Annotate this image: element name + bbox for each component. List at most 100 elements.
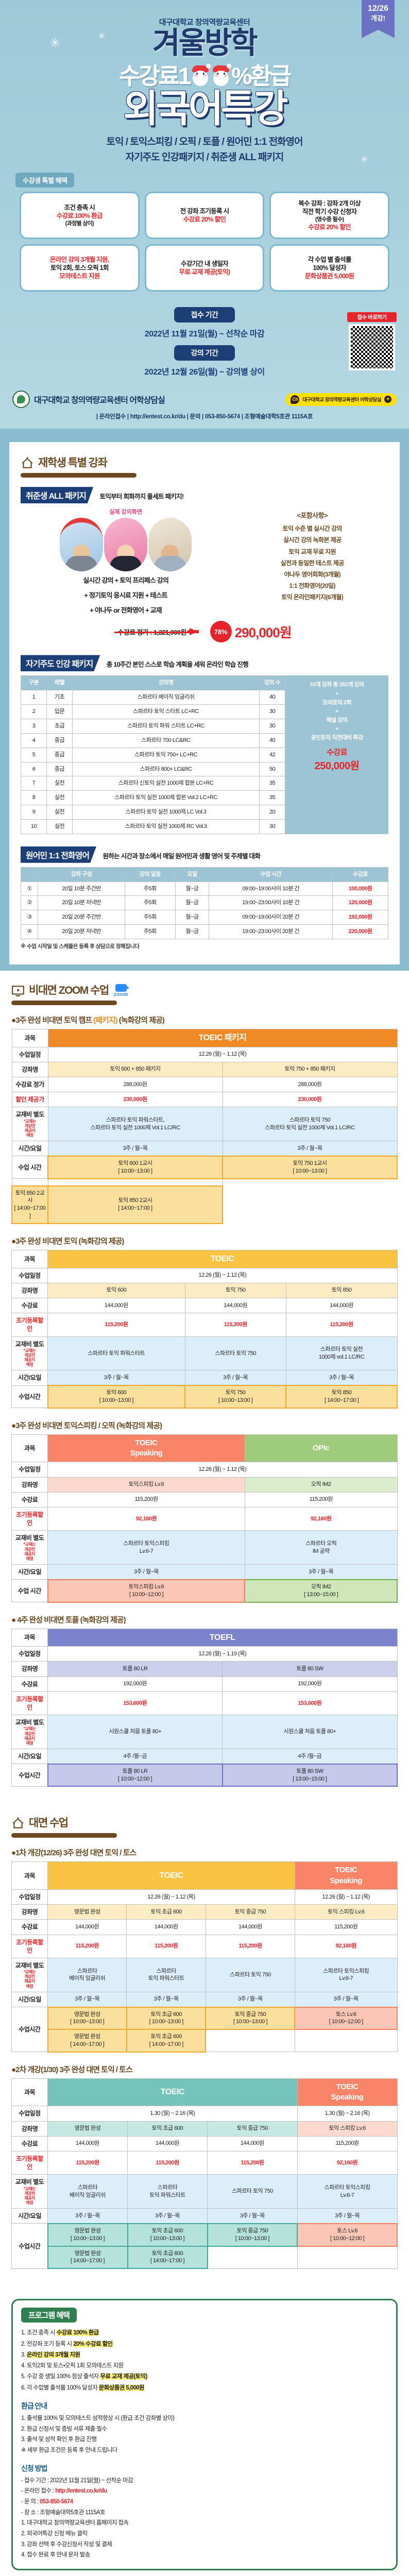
table-cell: 12.26 (월) ~ 1.12 (목) [47,1462,398,1478]
table-cell: 토익 750 [184,1282,286,1298]
row-label: 교재비 별도 *교재는 개강전 재공지 예정 [11,2174,48,2209]
course-list-line1: 토익 / 토익스피킹 / 오픽 / 토플 / 원어민 1:1 전화영어 [106,137,303,147]
table-cell: 토익스피킹 Lv.6[ 10:00~12:00 ] [47,1579,246,1603]
list-item: - 온라인 접수 : http://entest.co.kr/du [21,2488,107,2495]
list-item: 2. 환급 신청서 및 증빙 서류 제출 필수 [21,2426,107,2432]
table-cell: 35 [259,790,286,806]
table-cell: 시원스쿨 처음 토플 80+ [47,1715,223,1750]
table-cell: 영문법 완성[ 14:00~17:00 ] [47,2029,127,2053]
list-item: 3. 강좌 선택 후 수강신청서 작성 및 결제 [21,2541,112,2548]
kakao-channel-name: 대구대학교 창의역량교육센터 어학상담실 [302,397,381,403]
table-cell: 40 [259,733,286,748]
table-cell: 영문법 완성[ 14:00~17:00 ] [47,2245,128,2269]
kakao-channel-button[interactable]: Ch 대구대학교 창의역량교육센터 어학상담실 + [285,393,397,406]
subject-header: TOEIC Speaking [297,2078,398,2107]
table-cell: 스파르타 토익 750 [184,1336,286,1371]
table-cell: 스파르타 토익 파워스타트 [127,2174,208,2209]
zoom-section-title: 비대면 ZOOM 수업 [29,984,109,996]
final-price: 290,000원 [234,624,292,640]
table-row: 강좌명 토익스피킹 Lv.6 오픽 IM2 [11,1477,398,1493]
table-cell: 토익 850 [285,1282,398,1298]
table-cell: 1.30 (월) ~ 2.16 (목) [297,2106,398,2122]
table-cell: 92,160원 [297,2150,398,2175]
table-cell: 35 [259,776,286,791]
table-cell: 실전 [46,790,73,806]
subject-header: TOEIC [47,2078,298,2107]
table-cell: 스파르타 700 LC&RC [72,733,260,748]
qr-code-image[interactable] [349,324,395,371]
self-package-block: 자기주도 인강 패키지 총 10주간 본인 스스로 학습 계획을 세워 온라인 … [21,655,388,834]
side-line: + [335,708,338,715]
subject-header: OPIc [244,1434,398,1463]
phone-english-note: ※ 수업 시작일 및 스케줄은 등록 후 상담으로 정해집니다 [21,943,140,950]
row-note: *교재는 개강전 재공지 예정 [23,1970,36,1989]
section-rule [11,1000,117,1005]
table-heading: ● 4주 완성 비대면 토플 (녹화강의 제공) [11,1615,126,1624]
hero-main-title: 외국어특강 [123,87,288,130]
row-note: *교재는 개강전 재공지 예정 [23,1348,36,1367]
table-cell: 115,200원 [207,2150,298,2175]
table-row: 강좌명 토익 600 + 850 패키지 토익 750 + 850 패키지 [11,1061,398,1077]
list-item: - 접수 기간 : 2022년 11월 21일(월) ~ 선착순 마감 [21,2477,133,2484]
side-line: + [335,725,338,732]
table-cell: 스파르타 오픽 IM 공략 [244,1530,398,1565]
list-item: - 장 소 : 조형예술대학5호관 1115A호 [21,2509,106,2516]
row-label: 수업 시간 [11,1156,48,1179]
column-header: 구분 [21,675,47,691]
table-row: 강좌명 영문법 완성 토익 초급 600 토익 중급 750 토익 스피킹 Lv.6 [11,2121,398,2137]
table-cell: 중급 [46,761,73,777]
row-label: 시간/요일 [11,1141,48,1157]
qr-code-block[interactable]: 접수 바로하기 [347,312,397,371]
row-label: 수업일정 [11,1267,48,1283]
table-row: 수업일정 12.26 (월) ~ 1.12 (목) [11,1267,398,1283]
table-cell: 153,600원 [222,1691,398,1716]
self-package-table: 구분 레벨 강의명 강의 수 1 기초 스파르타 베이직 잉글리쉬 40 2 입문 스파르타 토익 … [21,675,286,834]
package-price-row: 수강료 정가 : 1,321,000원 78% 290,000원 [21,621,388,643]
lecture-photo [60,518,104,572]
table-cell: 30 [259,719,286,734]
table-row: 조기등록할인 92,160원 92,160원 [11,1506,398,1531]
row-label: 수업일정 [11,1462,48,1478]
row-note: *교재는 개강전 재공지 예정 [23,1726,36,1745]
table-row: 6 중급 스파르타 800+ LC&RC 50 [21,761,286,777]
page-title: 겨울방학 [152,26,258,60]
row-label: 시간/요일 [11,2208,48,2224]
row-label: 강좌명 [11,2121,48,2137]
table-heading: ●3주 완성 비대면 토익 캠프 (패키지) (녹화강의 제공) [11,1015,165,1025]
table-row: 강좌명 토익 600 토익 750 토익 850 [11,1282,398,1298]
list-item: 1. 출석률 100% 및 모의테스트 성적향상 시 (환급 조건 강좌별 상이… [21,2415,175,2421]
table-cell: 스파르타 토익스피킹 Lv.6-7 [297,2174,398,2209]
table-cell: 오픽 IM2[ 13:00~15:00 ] [244,1579,398,1603]
row-label: 수업일정 [11,2106,48,2122]
benefit-line: 수강료 100% 환급 [56,212,103,219]
period-section: 접수 바로하기 접수 기간 2022년 11월 21일(월) ~ 선착순 마감 … [0,297,409,387]
include-item: 1:1 전화영어(20일) [289,582,335,590]
table-heading: ●3주 완성 비대면 토익 (녹화강의 제공) [11,1237,124,1246]
column-header: 요일 [175,867,210,882]
table-cell: 시원스쿨 처음 토플 80+ [222,1715,398,1750]
all-package-desc: 토익부터 회화까지 풀세트 패키지! [99,493,184,501]
table-cell: 20일 20분 저녁반 [38,924,125,939]
row-label: 조기등록할인 [11,2150,48,2175]
kakao-icon: Ch [291,395,300,404]
table-cell: 토익 750 1교시[ 10:00~13:00 ] [222,1155,398,1179]
benefit-line: 모의테스트 지원 [59,273,100,280]
table-heading: ●1차 개강(12/26) 3주 완성 대면 토익 / 토스 [11,1849,137,1858]
table-row: 9 실전 스파르타 토익 실전 1000제 LC Vol.3 20 [21,805,286,820]
table-cell: 토익 초급 600[ 14:00~17:00 ] [127,2245,208,2269]
row-label: 할인 제공가 [11,1092,48,1108]
table-row: 수강료 144,000원 144,000원 144,000원 115,200원 [11,1919,398,1935]
benefit-card: 수강기간 내 생일자 무료 교재 제공(토익) [144,244,265,292]
row-label: 수업일정 [11,1046,48,1062]
table-cell: 220,000원 [332,924,388,939]
table-cell: 1 [21,690,47,705]
table-cell: 스파르타 토익 750 [207,2174,298,2209]
zoom-section-header: 비대면 ZOOM 수업 zoom [11,982,398,997]
row-label: 강좌명 [11,1661,48,1677]
section-rule [11,1833,117,1838]
row-label: 수업시간 [11,2223,48,2269]
table-row: 교재비 별도 *교재는 개강전 재공지 예정 스파르타 베이직 잉글리쉬 스파르타 토익 파워스… [11,2174,398,2209]
table-cell: 288,000원 [222,1076,398,1093]
column-header [20,867,39,882]
column-header: 레벨 [46,675,73,691]
